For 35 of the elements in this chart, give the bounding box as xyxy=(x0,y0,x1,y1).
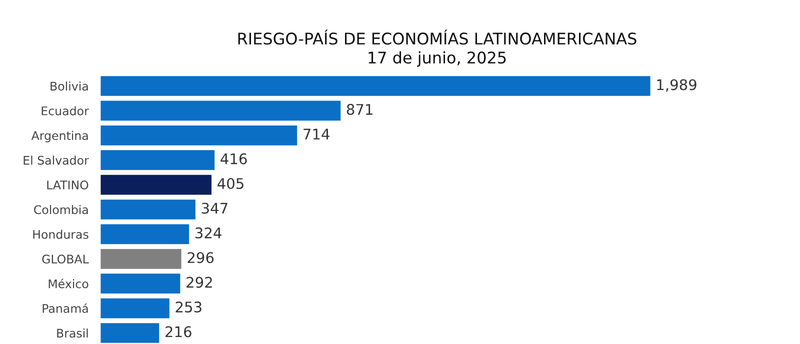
bar xyxy=(100,148,216,172)
data-label: 714 xyxy=(304,128,330,140)
y-tick-label: Argentina xyxy=(31,130,88,142)
y-tick-label: El Salvador xyxy=(24,156,89,165)
bar xyxy=(100,296,171,320)
bar xyxy=(100,222,190,246)
y-tick-label: México xyxy=(48,278,88,288)
y-tick-label: GLOBAL xyxy=(42,254,89,264)
data-label: 324 xyxy=(196,227,222,238)
y-tick-label: Brasil xyxy=(57,328,88,338)
bar xyxy=(100,74,651,98)
bar xyxy=(100,272,182,295)
chart-title: RIESGO-PAÍS DE ECONOMÍAS LATINOAMERICANAS xyxy=(238,30,636,45)
data-label: 871 xyxy=(346,104,372,115)
bar xyxy=(100,248,183,270)
y-tick-label: LATINO xyxy=(47,180,88,190)
data-label: 292 xyxy=(186,276,212,288)
bar xyxy=(100,124,298,147)
data-label: 1,989 xyxy=(657,79,696,92)
data-label: 296 xyxy=(188,252,214,264)
y-tick-label: Bolivia xyxy=(50,82,88,91)
data-label: 416 xyxy=(220,153,247,164)
y-tick-label: Honduras xyxy=(33,230,88,239)
chart-subtitle: 17 de junio, 2025 xyxy=(368,51,506,67)
data-label: 405 xyxy=(218,178,244,190)
data-label: 216 xyxy=(166,326,192,338)
data-label: 347 xyxy=(202,202,228,214)
data-label: 253 xyxy=(176,302,202,313)
bar xyxy=(100,198,197,221)
y-tick-label: Ecuador xyxy=(42,106,89,116)
y-tick-label: Panamá xyxy=(42,303,88,313)
y-tick-label: Colombia xyxy=(34,205,88,214)
bar xyxy=(100,322,161,344)
bar xyxy=(100,99,342,122)
bar xyxy=(100,173,213,196)
